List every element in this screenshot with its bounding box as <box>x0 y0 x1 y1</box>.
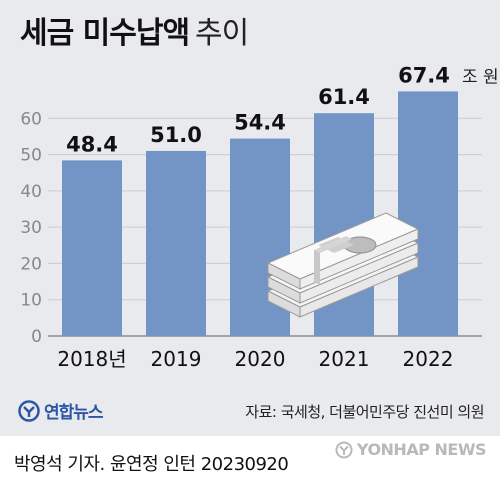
y-tick-label: 0 <box>31 327 42 347</box>
x-tick-label: 2021 <box>319 347 370 371</box>
bar <box>398 91 458 336</box>
bars <box>62 91 458 336</box>
bar-chart: 0 10 20 30 40 50 60 48.4 51.0 54.4 61.4 67.4 조 원 20… <box>20 63 499 371</box>
watermark-text: YONHAP NEWS <box>356 440 487 459</box>
y-tick-label: 40 <box>20 182 42 202</box>
chart-title: 세금 미수납액 추이 <box>20 14 249 54</box>
x-tick-label: 2018년 <box>57 347 126 371</box>
source-note: 자료: 국세청, 더불어민주당 진선미 의원 <box>245 403 484 421</box>
title-main: 세금 미수납액 <box>20 16 190 51</box>
title-sub: 추이 <box>195 16 249 51</box>
credit-line: 박영석 기자. 윤연정 인턴 20230920 <box>14 454 289 475</box>
value-label: 61.4 <box>318 85 370 109</box>
value-label: 48.4 <box>66 132 118 156</box>
y-tick-label: 50 <box>20 146 42 166</box>
x-axis-labels: 2018년 2019 2020 2021 2022 <box>57 347 453 371</box>
yonhap-logo: 연합뉴스 <box>18 398 104 423</box>
logo-text: 연합뉴스 <box>44 403 104 423</box>
value-unit-label: 조 원 <box>462 67 499 87</box>
x-tick-label: 2020 <box>235 347 286 371</box>
x-tick-label: 2019 <box>151 347 202 371</box>
bar <box>146 150 206 336</box>
value-label: 54.4 <box>234 111 286 135</box>
money-stack-icon <box>266 212 420 318</box>
watermark-logo-icon <box>335 441 353 458</box>
value-label: 67.4 <box>398 63 450 87</box>
yonhap-logo-icon <box>18 399 40 422</box>
bar <box>62 160 122 336</box>
x-tick-label: 2022 <box>403 347 454 371</box>
watermark: YONHAP NEWS <box>335 440 487 459</box>
y-tick-label: 30 <box>20 218 42 238</box>
y-tick-label: 60 <box>20 109 42 129</box>
y-tick-label: 10 <box>20 291 42 311</box>
value-labels: 48.4 51.0 54.4 61.4 67.4 조 원 <box>66 63 499 156</box>
y-axis-ticks: 0 10 20 30 40 50 60 <box>20 109 42 347</box>
value-label: 51.0 <box>150 123 202 147</box>
y-tick-label: 20 <box>20 254 42 274</box>
